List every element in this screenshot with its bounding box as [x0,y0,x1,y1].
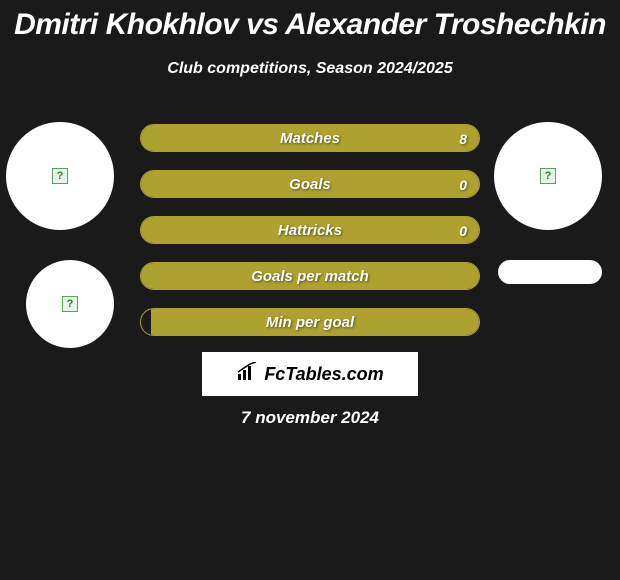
stat-row: Matches8 [140,124,480,152]
stat-row: Goals0 [140,170,480,198]
player-right-avatar [494,122,602,230]
stat-row: Hattricks0 [140,216,480,244]
logo-text: FcTables.com [264,364,383,385]
stat-label: Goals per match [141,263,479,289]
placeholder-icon [62,296,78,312]
stat-label: Min per goal [141,309,479,335]
stat-value-right: 0 [459,217,467,244]
placeholder-icon [540,168,556,184]
player-left-avatar [6,122,114,230]
stat-value-right: 8 [459,125,467,152]
subtitle: Club competitions, Season 2024/2025 [0,60,620,78]
stat-row: Min per goal [140,308,480,336]
stat-label: Matches [141,125,479,151]
stat-label: Goals [141,171,479,197]
chart-icon [236,362,260,387]
stat-value-right: 0 [459,171,467,198]
site-logo: FcTables.com [202,352,418,396]
date-text: 7 november 2024 [0,408,620,428]
placeholder-icon [52,168,68,184]
club-right-badge [498,260,602,284]
page-title: Dmitri Khokhlov vs Alexander Troshechkin [0,0,620,42]
stat-label: Hattricks [141,217,479,243]
stats-container: Matches8Goals0Hattricks0Goals per matchM… [140,124,480,354]
club-left-badge [26,260,114,348]
stat-row: Goals per match [140,262,480,290]
